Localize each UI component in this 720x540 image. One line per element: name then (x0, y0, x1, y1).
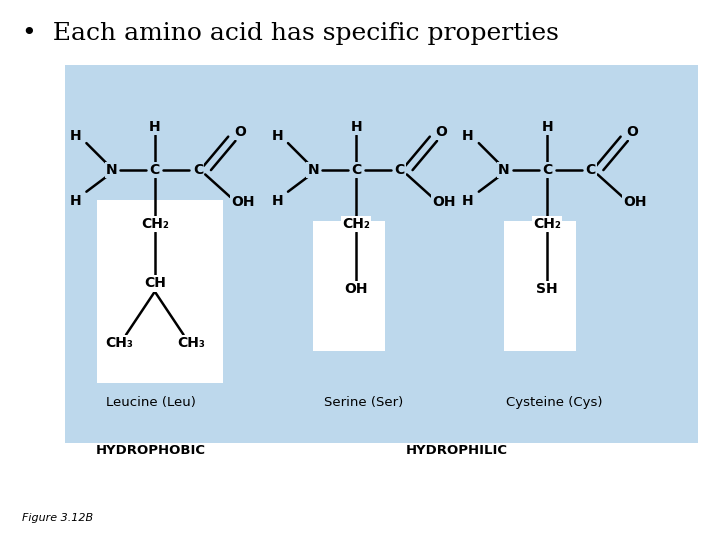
Bar (97, 200, 223, 383)
Text: CH₂: CH₂ (141, 217, 168, 231)
Bar (270, 65, 698, 443)
Text: Cysteine (Cys): Cysteine (Cys) (506, 396, 603, 409)
Text: SH: SH (536, 282, 558, 296)
Text: OH: OH (345, 282, 368, 296)
Text: N: N (307, 163, 319, 177)
Text: CH₃: CH₃ (177, 336, 204, 350)
Text: H: H (462, 194, 474, 208)
Text: HYDROPHILIC: HYDROPHILIC (406, 444, 508, 457)
Text: CH₂: CH₂ (343, 217, 370, 231)
Text: CH₂: CH₂ (534, 217, 561, 231)
Text: C: C (395, 163, 405, 177)
Text: CH₃: CH₃ (105, 336, 132, 350)
Bar (313, 221, 385, 351)
Text: O: O (234, 125, 246, 139)
Text: O: O (626, 125, 638, 139)
Text: C: C (193, 163, 203, 177)
Text: C: C (542, 163, 552, 177)
Text: Leucine (Leu): Leucine (Leu) (107, 396, 196, 409)
Text: N: N (498, 163, 510, 177)
Text: Figure 3.12B: Figure 3.12B (22, 514, 93, 523)
Text: N: N (106, 163, 117, 177)
Text: OH: OH (433, 195, 456, 210)
Text: HYDROPHOBIC: HYDROPHOBIC (96, 444, 206, 457)
Text: H: H (149, 120, 161, 134)
Text: H: H (462, 129, 474, 143)
Bar (65, 65, 270, 443)
Text: H: H (70, 194, 81, 208)
Text: C: C (150, 163, 160, 177)
Text: H: H (271, 194, 283, 208)
Text: O: O (436, 125, 447, 139)
Text: H: H (70, 129, 81, 143)
Text: H: H (271, 129, 283, 143)
Text: C: C (585, 163, 595, 177)
Text: Serine (Ser): Serine (Ser) (324, 396, 403, 409)
Text: OH: OH (231, 195, 254, 210)
Text: OH: OH (624, 195, 647, 210)
Text: CH: CH (144, 276, 166, 291)
Text: C: C (351, 163, 361, 177)
Text: H: H (541, 120, 553, 134)
Text: •  Each amino acid has specific properties: • Each amino acid has specific propertie… (22, 22, 559, 45)
Text: H: H (351, 120, 362, 134)
Bar (504, 221, 576, 351)
